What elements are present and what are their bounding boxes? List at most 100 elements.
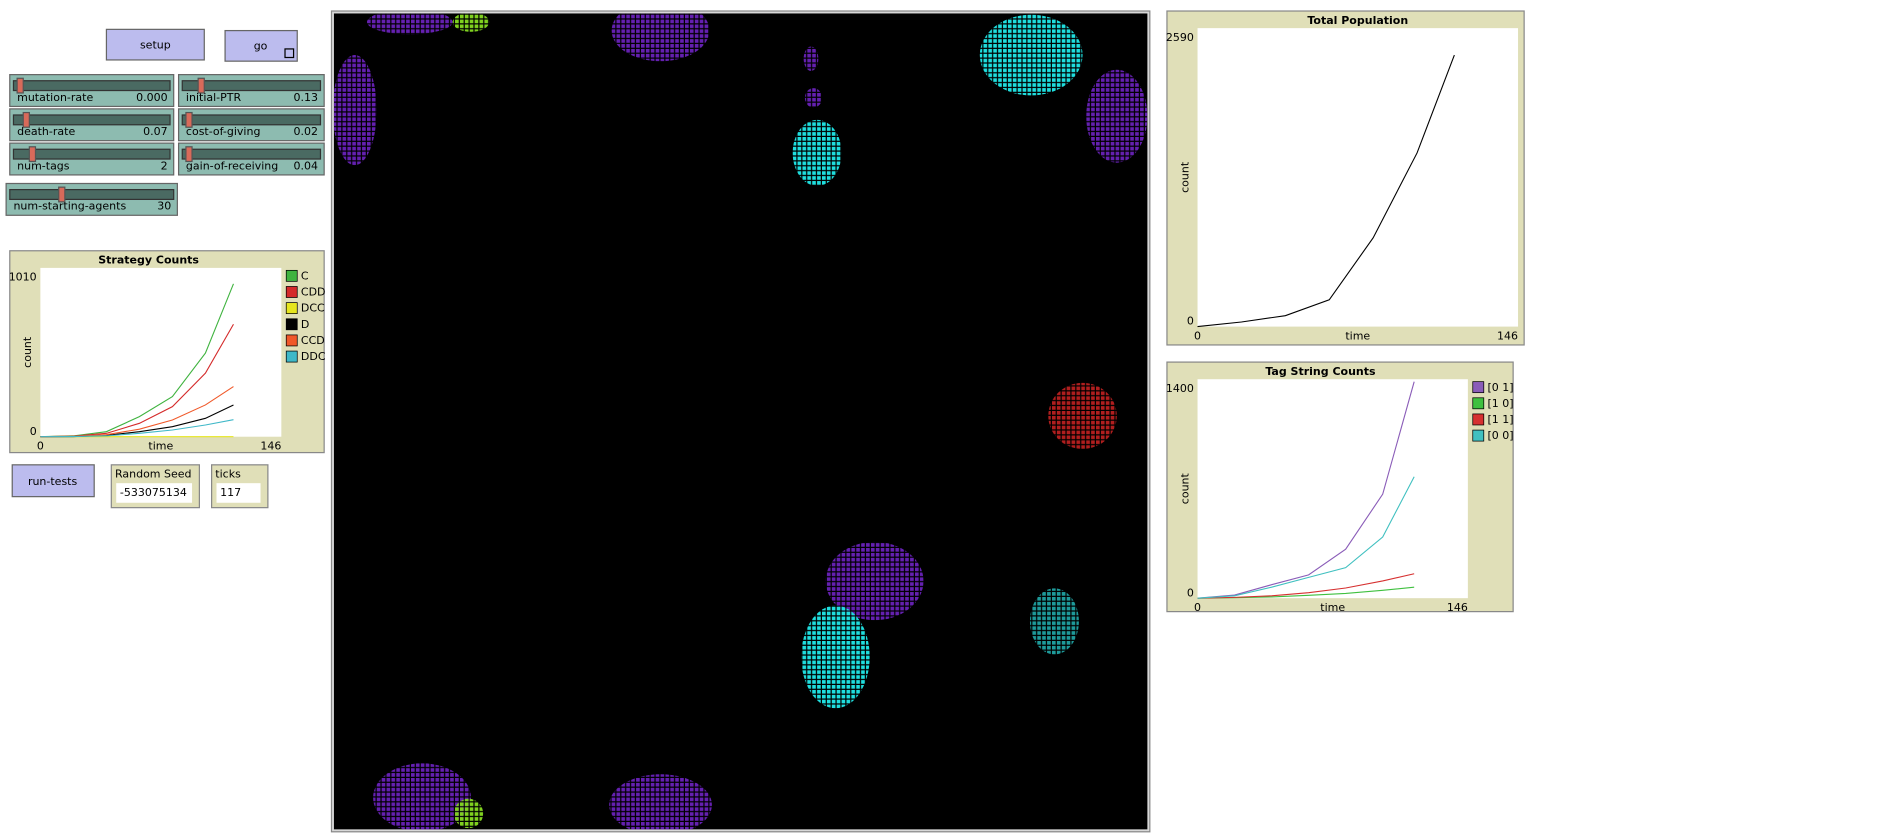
monitor-field [216,483,261,503]
legend-swatch [1472,413,1485,426]
plot-area [40,267,282,437]
slider-knob [58,186,66,203]
agent-cluster [453,798,484,829]
plot-line [1197,573,1415,599]
forever-icon [284,48,295,59]
slider-knob [28,146,37,163]
slider-knob [185,146,193,163]
y-tick-label: 2590 [1166,31,1194,44]
y-tick-label: 1010 [9,271,37,284]
plot-title: Tag String Counts [1265,365,1376,378]
slider-label: num-starting-agents [13,200,126,213]
agent-cluster [792,119,842,186]
legend-label: [1 1] [1487,413,1513,426]
legend-swatch [285,318,298,331]
slider-label: initial-PTR [186,91,242,104]
y-tick-label: 0 [1187,315,1194,328]
y-tick-label: 1400 [1166,382,1194,395]
agent-cluster [373,763,471,830]
x-tick-label: 0 [1194,329,1201,342]
agent-cluster [825,541,924,621]
slider-knob [16,77,24,94]
legend-swatch [1472,397,1485,410]
run-tests-button[interactable] [11,464,95,498]
plot-line [1197,476,1415,599]
y-tick-label: 0 [30,425,37,438]
monitor-label: Random Seed [115,468,192,481]
y-axis-label: count [1178,472,1191,504]
agent-cluster [452,13,490,32]
legend-label: DDC [301,350,326,363]
legend-label: [0 1] [1487,381,1513,394]
legend-label: [1 0] [1487,397,1513,410]
monitor-label: ticks [215,468,241,481]
slider-value: 0.02 [294,125,319,138]
agent-cluster [1029,588,1079,655]
monitor-field [116,483,193,503]
setup-button[interactable] [105,28,205,61]
agents [333,13,1148,830]
agent-cluster [333,55,377,166]
x-tick-label: 146 [1497,329,1518,342]
legend-swatch [285,269,298,282]
agent-cluster [979,14,1083,96]
plot-line [1197,54,1455,328]
x-axis-label: time [1345,329,1370,342]
plot-title: Total Population [1307,14,1408,27]
x-tick-label: 0 [37,439,44,452]
plot-area [1197,28,1519,327]
legend-label: D [301,318,309,331]
x-tick-label: 146 [1447,601,1468,614]
slider-track [12,148,171,160]
agent-cluster [609,774,712,830]
world-view [333,13,1148,830]
slider-track [181,114,322,126]
slider-knob [185,111,193,128]
monitor-value: 117 [220,486,241,499]
slider-track [12,114,171,126]
slider-value: 0.07 [143,125,168,138]
slider-value: 2 [161,159,168,172]
legend-swatch [285,350,298,363]
legend-label: C [301,269,309,282]
y-axis-label: count [1178,161,1191,193]
legend-swatch [285,302,298,315]
legend-label: CDD [301,286,326,299]
slider-label: gain-of-receiving [186,159,278,172]
slider-value: 0.000 [136,91,168,104]
button-label: run-tests [28,475,78,488]
legend-swatch [285,286,298,298]
slider-track [12,80,171,92]
plot-line [1197,381,1415,599]
plot-area [1197,379,1468,599]
slider-value: 0.04 [294,159,319,172]
slider-track [181,148,322,160]
agent-cluster [1048,382,1117,449]
legend-label: [0 0] [1487,429,1513,442]
legend-swatch [1472,381,1485,394]
y-tick-label: 0 [1187,586,1194,599]
agent-cluster [611,13,710,62]
x-axis-label: time [148,439,173,452]
slider-value: 30 [157,200,171,213]
plot-title: Strategy Counts [98,254,199,267]
slider-label: cost-of-giving [186,125,261,138]
button-label: go [254,39,268,52]
agent-cluster [804,88,823,108]
legend-swatch [1472,429,1485,442]
x-axis-label: time [1320,601,1345,614]
x-tick-label: 0 [1194,601,1201,614]
monitor-value: -533075134 [120,486,187,499]
x-tick-label: 146 [260,439,281,452]
agent-cluster [366,13,453,35]
agent-cluster [801,605,870,709]
legend-swatch [285,334,298,347]
legend-label: DCC [301,302,325,315]
agent-cluster [803,46,819,71]
slider-label: death-rate [17,125,75,138]
agent-cluster [1086,69,1148,163]
y-axis-label: count [21,336,34,368]
slider-value: 0.13 [294,91,319,104]
